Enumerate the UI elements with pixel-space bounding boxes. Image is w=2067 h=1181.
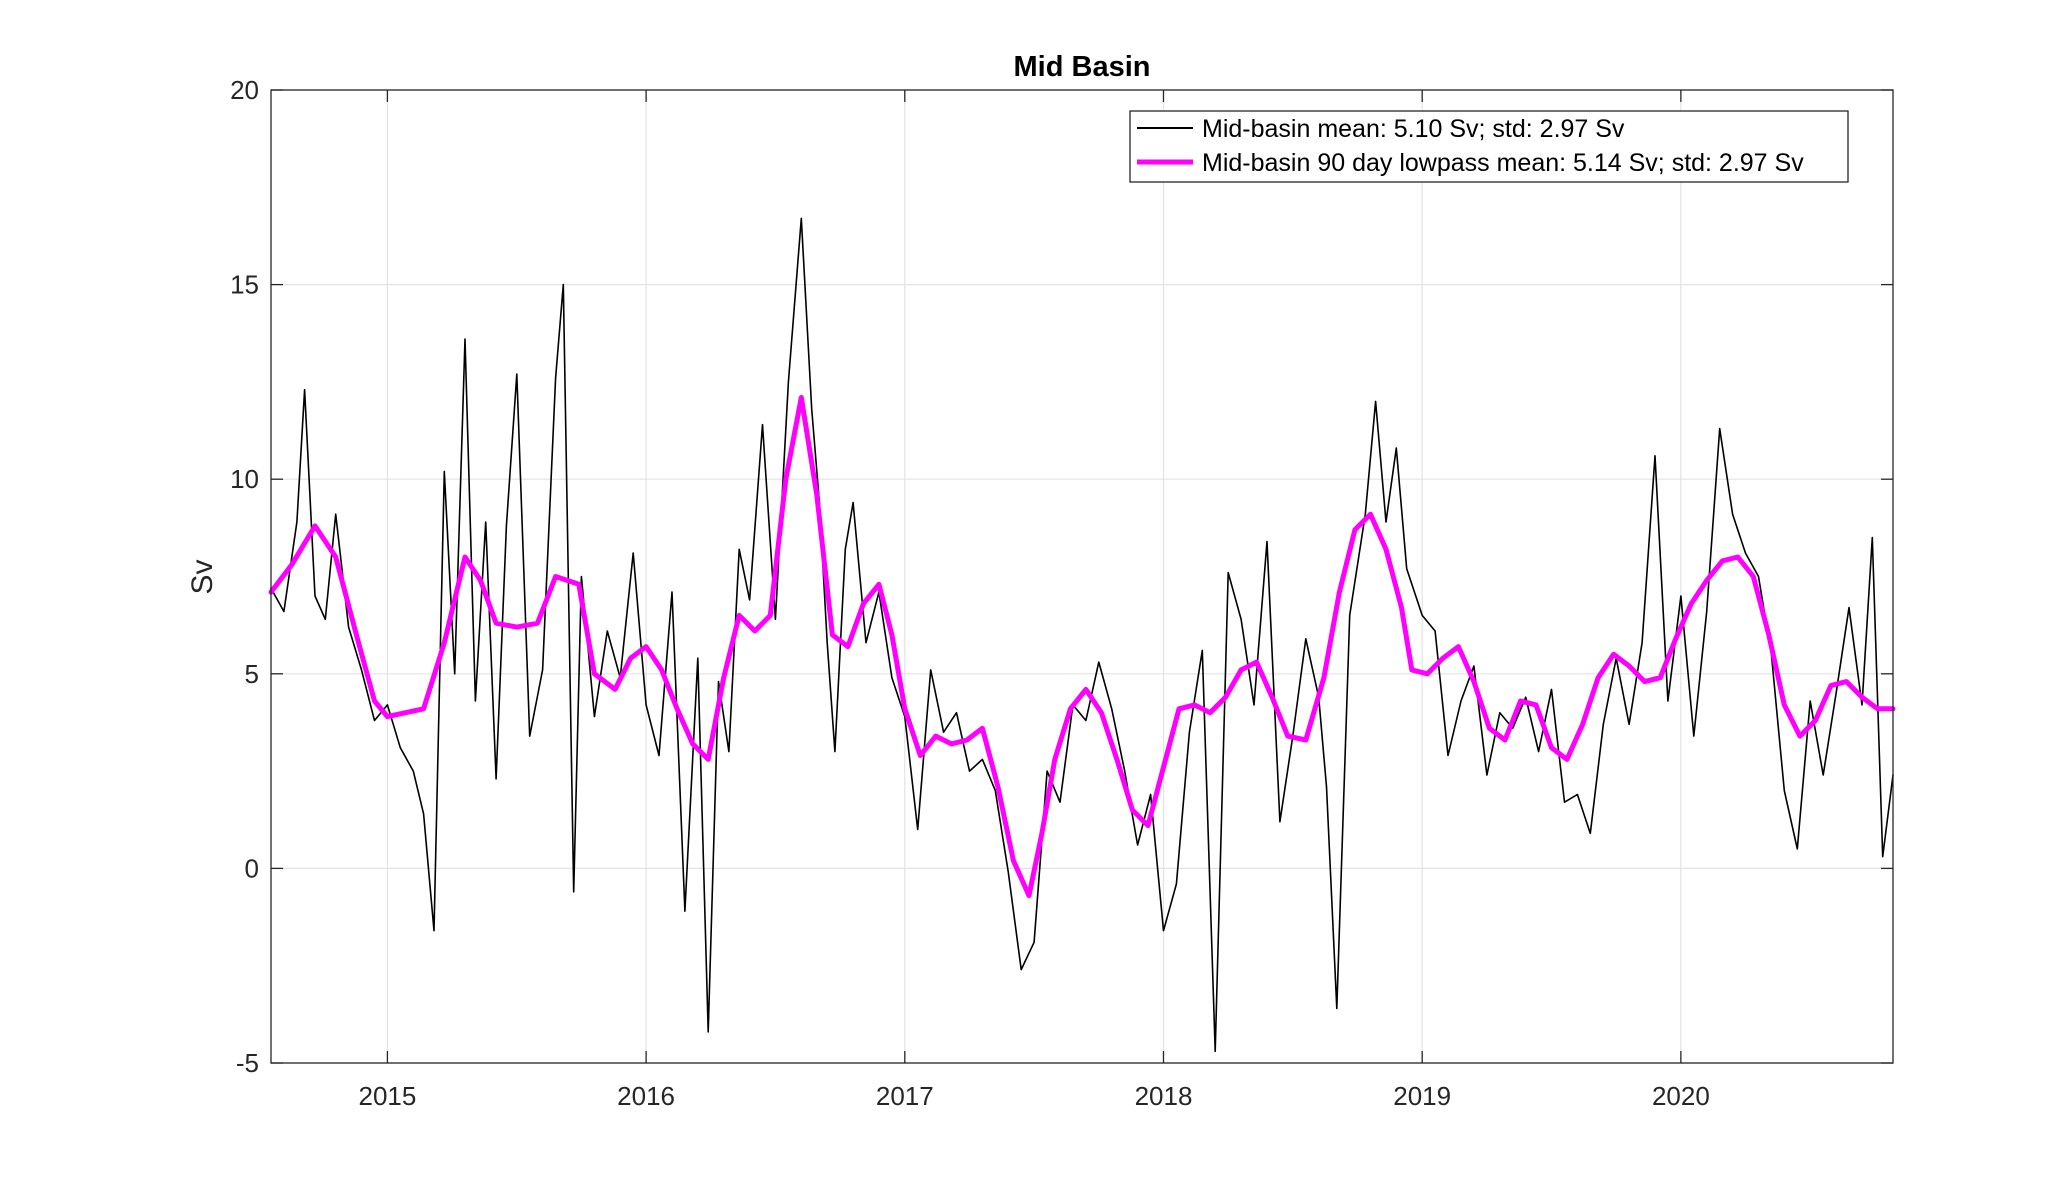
x-tick-label: 2015	[358, 1081, 416, 1111]
legend-entry-lowpass: Mid-basin 90 day lowpass mean: 5.14 Sv; …	[1202, 149, 1804, 177]
tick-labels: 2015 2016 2017 2018 2019 2020 -5 0 5 10 15 20	[230, 75, 1710, 1111]
y-tick-label: 5	[245, 659, 259, 689]
x-tick-label: 2020	[1652, 1081, 1710, 1111]
plot-area	[271, 90, 1893, 1063]
legend: Mid-basin mean: 5.10 Sv; std: 2.97 Sv Mi…	[1129, 110, 1849, 183]
y-tick-label: 10	[230, 464, 259, 494]
series-line-mean	[270, 217, 1894, 1053]
y-tick-label: -5	[236, 1048, 259, 1078]
series-layer	[268, 217, 1896, 1053]
y-tick-label: 15	[230, 270, 259, 300]
chart-title: Mid Basin	[1014, 51, 1151, 83]
axis-ticks	[271, 89, 1893, 1064]
series-line-lowpass	[268, 395, 1896, 899]
x-tick-label: 2017	[876, 1081, 934, 1111]
x-tick-label: 2016	[617, 1081, 675, 1111]
axes-box	[270, 89, 1894, 1064]
y-tick-label: 0	[245, 853, 259, 883]
y-axis-label: Sv	[186, 559, 219, 594]
x-tick-label: 2018	[1135, 1081, 1193, 1111]
legend-box	[1129, 110, 1849, 183]
legend-entry-mean: Mid-basin mean: 5.10 Sv; std: 2.97 Sv	[1202, 115, 1625, 143]
x-tick-label: 2019	[1393, 1081, 1451, 1111]
y-tick-label: 20	[230, 75, 259, 105]
